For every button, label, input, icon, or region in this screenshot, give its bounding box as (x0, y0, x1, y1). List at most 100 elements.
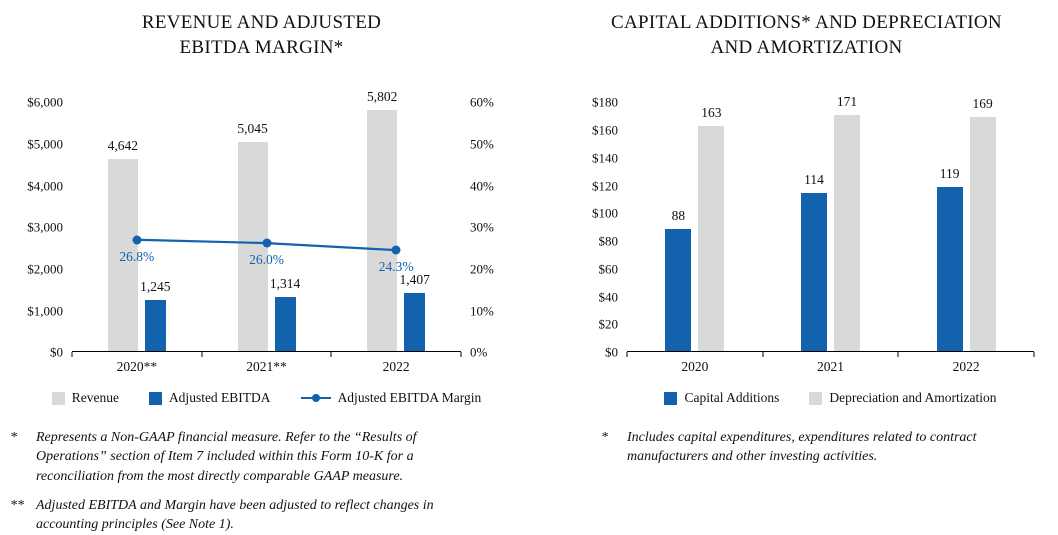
x-axis-tick (762, 352, 764, 358)
bar-capital-additions (936, 186, 963, 352)
bar-adjusted-ebitda (404, 292, 426, 352)
bar-value-label: 114 (804, 172, 824, 188)
bar-group-2022: 119 169 (898, 96, 1034, 352)
revenue-ebitda-panel: REVENUE AND ADJUSTED EBITDA MARGIN* $0 $1… (0, 0, 529, 534)
x-axis: 2020 2021 2022 (626, 352, 1035, 380)
y-axis-right: 0% 10% 20% 30% 40% 50% 60% (461, 96, 515, 359)
x-category-labels: 2020** 2021** 2022 (72, 352, 461, 375)
bar-holder: 88 (665, 102, 692, 352)
plot-column: 88 163 114 171 119 169 2020 2021 2022 (626, 94, 1035, 380)
bar-value-label: 169 (972, 96, 993, 112)
x-axis-tick (330, 352, 332, 358)
capital-additions-legend: Capital Additions Depreciation and Amort… (627, 390, 1034, 406)
bar-depreciation-and-amortization (834, 114, 860, 352)
bar-holder: 171 (834, 94, 860, 352)
legend-item-adjusted-ebitda: Adjusted EBITDA (148, 390, 271, 406)
x-category-label: 2021** (246, 359, 287, 375)
y-axis-tick-label: $4,000 (27, 178, 63, 193)
title-line-2: AND AMORTIZATION (710, 37, 903, 59)
legend-label-adjusted-ebitda: Adjusted EBITDA (168, 390, 271, 406)
bar-groups: 4,642 1,245 5,045 1,314 5,802 1,407 (72, 89, 461, 352)
legend-label-depreciation-amortization: Depreciation and Amortization (829, 390, 997, 406)
legend-label-ebitda-margin: Adjusted EBITDA Margin (337, 390, 482, 406)
bar-depreciation-and-amortization (969, 117, 996, 352)
x-axis-tick (1033, 352, 1035, 358)
y-axis-tick-label: $2,000 (27, 261, 63, 277)
y-axis-tick-label: $120 (592, 178, 618, 193)
bar-adjusted-ebitda (144, 299, 166, 352)
x-axis-tick (626, 352, 628, 358)
x-category-label: 2022 (952, 359, 980, 375)
y-axis-tick-label: 0% (470, 344, 488, 360)
bar-group-2022: 5,802 1,407 (331, 89, 461, 352)
x-axis: 2020** 2021** 2022 (71, 352, 462, 380)
legend-item-ebitda-margin: Adjusted EBITDA Margin (300, 390, 482, 406)
bar-capital-additions (665, 229, 692, 352)
y-axis-tick-label: $0 (50, 344, 63, 360)
footnote-text: Represents a Non-GAAP financial measure.… (36, 430, 417, 484)
y-axis-tick-label: 20% (470, 261, 494, 277)
x-axis-tick (71, 352, 73, 358)
capital-additions-swatch (664, 391, 678, 405)
depreciation-amortization-swatch (809, 391, 823, 405)
bar-value-label: 5,802 (366, 89, 398, 105)
capital-additions-chart-area: $0 $20 $40 $60 $80 $100 $120 $140 $160 $180 88 163 1… (579, 94, 1035, 380)
bar-group-2020: 88 163 (627, 102, 763, 352)
y-axis-left: $0 $1,000 $2,000 $3,000 $4,000 $5,000 $6,000 (8, 96, 72, 359)
legend-item-revenue: Revenue (51, 390, 119, 406)
bar-group-2021: 5,045 1,314 (202, 102, 332, 352)
y-axis-tick-label: $6,000 (27, 94, 63, 110)
bar-group-2020: 4,642 1,245 (72, 102, 202, 352)
x-category-label: 2021 (817, 359, 844, 375)
y-axis-tick-label: $100 (592, 205, 618, 221)
x-category-label: 2022 (382, 359, 410, 375)
y-axis-tick-label: 60% (470, 94, 494, 110)
adjusted-ebitda-swatch (148, 391, 162, 405)
bar-holder: 114 (801, 102, 827, 352)
bar-holder: 1,314 (270, 102, 300, 352)
bar-value-label: 5,045 (237, 120, 268, 136)
ebitda-margin-line-swatch (300, 393, 331, 403)
y-axis-tick-label: $5,000 (27, 136, 63, 152)
footnote-capital-expenditures: * Includes capital expenditures, expendi… (601, 428, 1034, 467)
y-axis-tick-label: $80 (598, 233, 619, 249)
line-point (132, 235, 142, 245)
capital-additions-footnotes: * Includes capital expenditures, expendi… (579, 428, 1034, 467)
plot-area: 88 163 114 171 119 169 (627, 94, 1034, 353)
bar-holder: 163 (698, 102, 725, 352)
y-axis-tick-label: $140 (592, 150, 618, 166)
bar-adjusted-ebitda (274, 296, 296, 352)
line-value-label: 24.3% (378, 259, 414, 275)
x-category-label: 2020** (116, 359, 158, 375)
y-axis-tick-label: 10% (470, 303, 494, 318)
bar-holder: 5,802 (367, 89, 397, 352)
x-category-label: 2020 (681, 359, 709, 375)
footnote-non-gaap: * Represents a Non-GAAP financial measur… (10, 428, 515, 486)
bar-groups: 88 163 114 171 119 169 (627, 94, 1034, 352)
revenue-swatch (51, 391, 65, 405)
line-swatch-dot (311, 394, 320, 403)
footnote-accounting-principles: ** Adjusted EBITDA and Margin have been … (10, 496, 515, 535)
footnote-marker: * (10, 430, 17, 446)
line-series-adjusted-ebitda-margin (72, 102, 461, 351)
bar-value-label: 1,407 (399, 271, 430, 287)
plot-area: 4,642 1,245 5,045 1,314 5,802 1,407 26.8% 26.0%… (72, 89, 461, 353)
revenue-ebitda-legend: Revenue Adjusted EBITDA Adjusted EBITDA … (51, 390, 481, 406)
bar-holder: 119 (936, 102, 963, 352)
legend-label-capital-additions: Capital Additions (684, 390, 780, 406)
bar-value-label: 163 (701, 104, 722, 120)
bar-holder: 5,045 (237, 102, 268, 352)
bar-holder: 1,245 (140, 102, 171, 352)
capital-additions-chart-title: CAPITAL ADDITIONS* AND DEPRECIATION AND … (579, 10, 1034, 60)
y-axis-tick-label: $20 (598, 316, 619, 332)
legend-item-capital-additions: Capital Additions (664, 390, 779, 406)
bar-value-label: 171 (836, 93, 858, 109)
bar-depreciation-and-amortization (698, 125, 725, 352)
bar-value-label: 88 (671, 208, 686, 224)
footnote-marker: * (601, 430, 608, 446)
line-point (391, 245, 401, 255)
y-axis-tick-label: $1,000 (27, 303, 63, 318)
x-axis-tick (201, 352, 203, 358)
x-category-labels: 2020 2021 2022 (627, 352, 1034, 375)
